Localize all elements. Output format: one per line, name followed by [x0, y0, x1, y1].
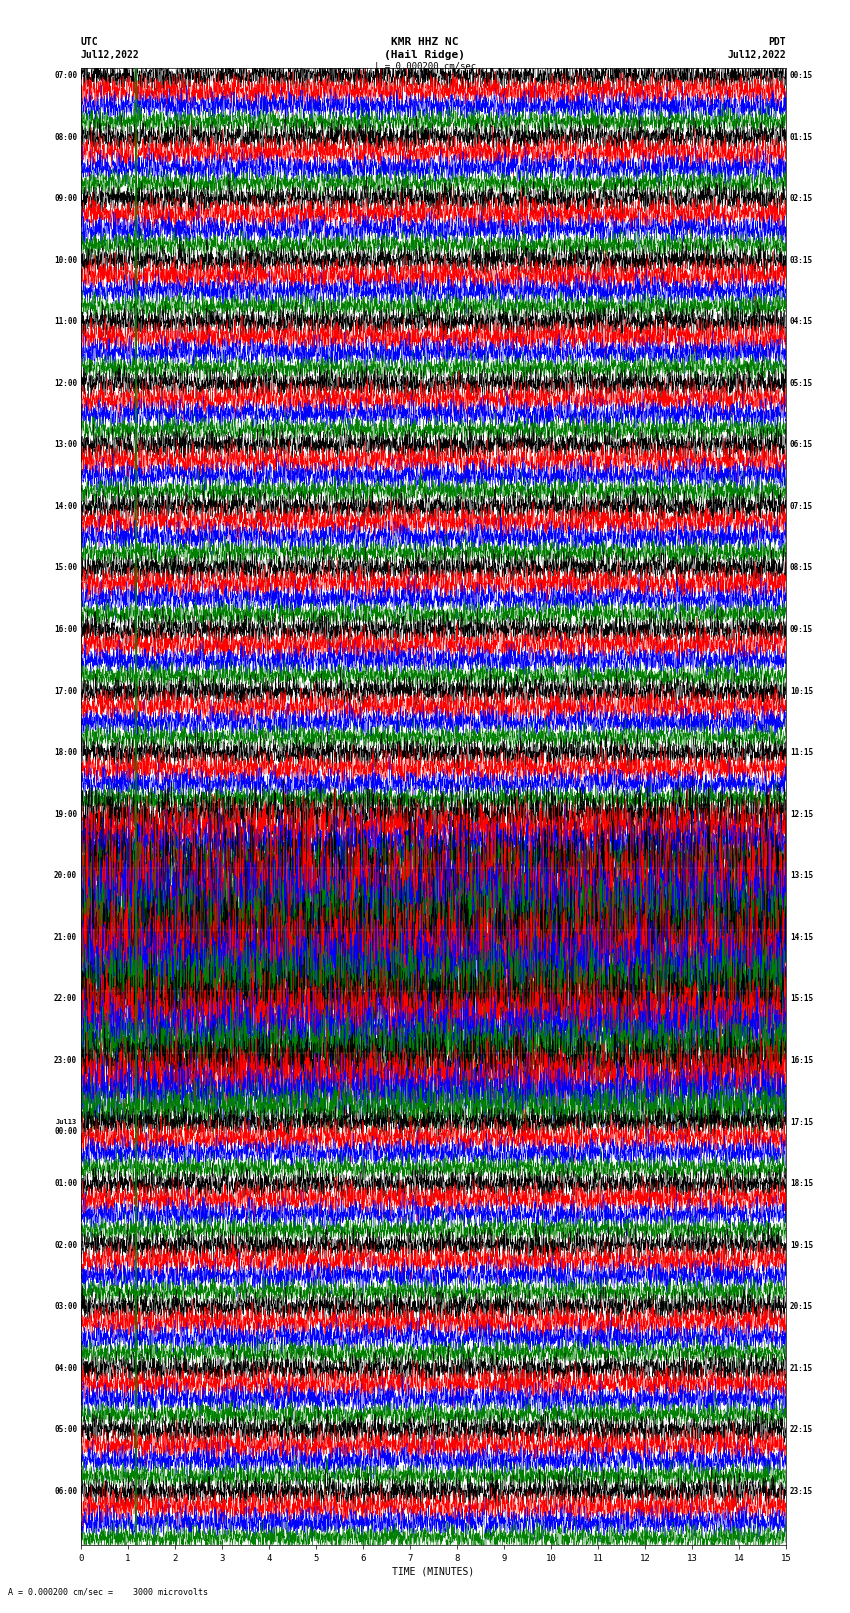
- Text: 03:15: 03:15: [790, 255, 813, 265]
- Text: 11:15: 11:15: [790, 748, 813, 756]
- Text: 04:15: 04:15: [790, 318, 813, 326]
- Text: 09:15: 09:15: [790, 624, 813, 634]
- Text: 06:15: 06:15: [790, 440, 813, 450]
- Text: 08:15: 08:15: [790, 563, 813, 573]
- Text: 08:00: 08:00: [54, 132, 77, 142]
- Text: 18:15: 18:15: [790, 1179, 813, 1189]
- Text: 14:00: 14:00: [54, 502, 77, 511]
- Text: 23:15: 23:15: [790, 1487, 813, 1495]
- Text: KMR HHZ NC: KMR HHZ NC: [391, 37, 459, 47]
- Text: 22:00: 22:00: [54, 994, 77, 1003]
- Text: 17:00: 17:00: [54, 687, 77, 695]
- Text: 17:15: 17:15: [790, 1118, 813, 1126]
- Text: 05:15: 05:15: [790, 379, 813, 387]
- Text: 10:15: 10:15: [790, 687, 813, 695]
- Text: 06:00: 06:00: [54, 1487, 77, 1495]
- Text: 07:00: 07:00: [54, 71, 77, 81]
- Text: 22:15: 22:15: [790, 1426, 813, 1434]
- Text: 12:00: 12:00: [54, 379, 77, 387]
- Text: 00:00: 00:00: [54, 1127, 77, 1136]
- Text: 23:00: 23:00: [54, 1057, 77, 1065]
- Text: PDT: PDT: [768, 37, 786, 47]
- Text: 02:00: 02:00: [54, 1240, 77, 1250]
- Text: 16:00: 16:00: [54, 624, 77, 634]
- Text: (Hail Ridge): (Hail Ridge): [384, 50, 466, 60]
- Text: 15:15: 15:15: [790, 994, 813, 1003]
- Text: Jul12,2022: Jul12,2022: [728, 50, 786, 60]
- Text: 21:00: 21:00: [54, 932, 77, 942]
- Text: 13:15: 13:15: [790, 871, 813, 881]
- Text: A = 0.000200 cm/sec =    3000 microvolts: A = 0.000200 cm/sec = 3000 microvolts: [8, 1587, 208, 1597]
- Text: 09:00: 09:00: [54, 194, 77, 203]
- Text: 16:15: 16:15: [790, 1057, 813, 1065]
- X-axis label: TIME (MINUTES): TIME (MINUTES): [393, 1566, 474, 1576]
- Text: 04:00: 04:00: [54, 1363, 77, 1373]
- Text: 05:00: 05:00: [54, 1426, 77, 1434]
- Text: 11:00: 11:00: [54, 318, 77, 326]
- Text: Jul12,2022: Jul12,2022: [81, 50, 139, 60]
- Text: 01:00: 01:00: [54, 1179, 77, 1189]
- Text: 07:15: 07:15: [790, 502, 813, 511]
- Text: 00:15: 00:15: [790, 71, 813, 81]
- Text: 01:15: 01:15: [790, 132, 813, 142]
- Text: 13:00: 13:00: [54, 440, 77, 450]
- Text: 19:15: 19:15: [790, 1240, 813, 1250]
- Text: 19:00: 19:00: [54, 810, 77, 819]
- Text: 03:00: 03:00: [54, 1302, 77, 1311]
- Text: 21:15: 21:15: [790, 1363, 813, 1373]
- Text: 10:00: 10:00: [54, 255, 77, 265]
- Text: 02:15: 02:15: [790, 194, 813, 203]
- Text: 20:15: 20:15: [790, 1302, 813, 1311]
- Text: Jul13: Jul13: [56, 1119, 77, 1124]
- Text: 14:15: 14:15: [790, 932, 813, 942]
- Text: 18:00: 18:00: [54, 748, 77, 756]
- Text: UTC: UTC: [81, 37, 99, 47]
- Text: 15:00: 15:00: [54, 563, 77, 573]
- Text: | = 0.000200 cm/sec: | = 0.000200 cm/sec: [374, 61, 476, 71]
- Text: 12:15: 12:15: [790, 810, 813, 819]
- Text: 20:00: 20:00: [54, 871, 77, 881]
